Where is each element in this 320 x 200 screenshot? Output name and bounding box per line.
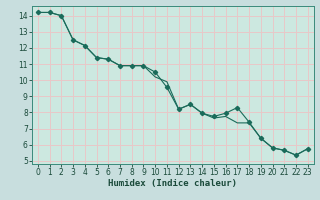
X-axis label: Humidex (Indice chaleur): Humidex (Indice chaleur) — [108, 179, 237, 188]
